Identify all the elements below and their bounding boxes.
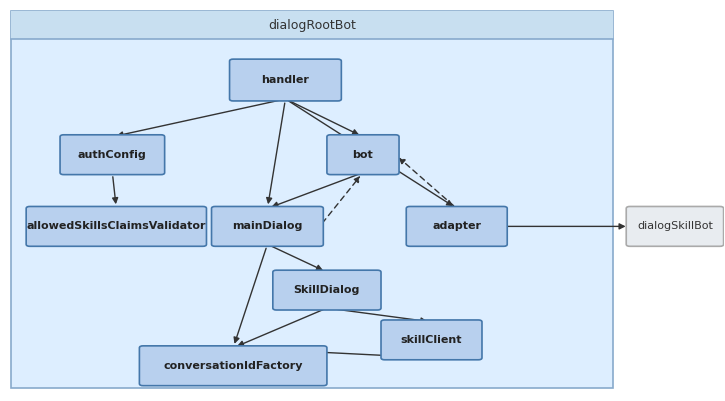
FancyBboxPatch shape bbox=[230, 59, 341, 101]
FancyBboxPatch shape bbox=[26, 207, 207, 246]
Text: skillClient: skillClient bbox=[401, 335, 463, 345]
Text: conversationIdFactory: conversationIdFactory bbox=[163, 361, 303, 371]
Text: allowedSkillsClaimsValidator: allowedSkillsClaimsValidator bbox=[27, 221, 206, 231]
Text: dialogSkillBot: dialogSkillBot bbox=[637, 221, 713, 231]
Text: bot: bot bbox=[352, 150, 373, 160]
FancyBboxPatch shape bbox=[406, 207, 508, 246]
FancyBboxPatch shape bbox=[11, 11, 613, 39]
FancyBboxPatch shape bbox=[327, 135, 399, 174]
FancyBboxPatch shape bbox=[273, 270, 381, 310]
FancyBboxPatch shape bbox=[11, 11, 613, 388]
Text: SkillDialog: SkillDialog bbox=[294, 285, 360, 295]
Text: authConfig: authConfig bbox=[78, 150, 146, 160]
FancyBboxPatch shape bbox=[212, 207, 323, 246]
FancyBboxPatch shape bbox=[60, 135, 165, 174]
Text: adapter: adapter bbox=[432, 221, 481, 231]
FancyBboxPatch shape bbox=[626, 207, 724, 246]
FancyBboxPatch shape bbox=[381, 320, 482, 360]
Text: mainDialog: mainDialog bbox=[232, 221, 302, 231]
FancyBboxPatch shape bbox=[139, 346, 327, 386]
Text: dialogRootBot: dialogRootBot bbox=[268, 19, 356, 32]
Text: handler: handler bbox=[262, 75, 310, 85]
